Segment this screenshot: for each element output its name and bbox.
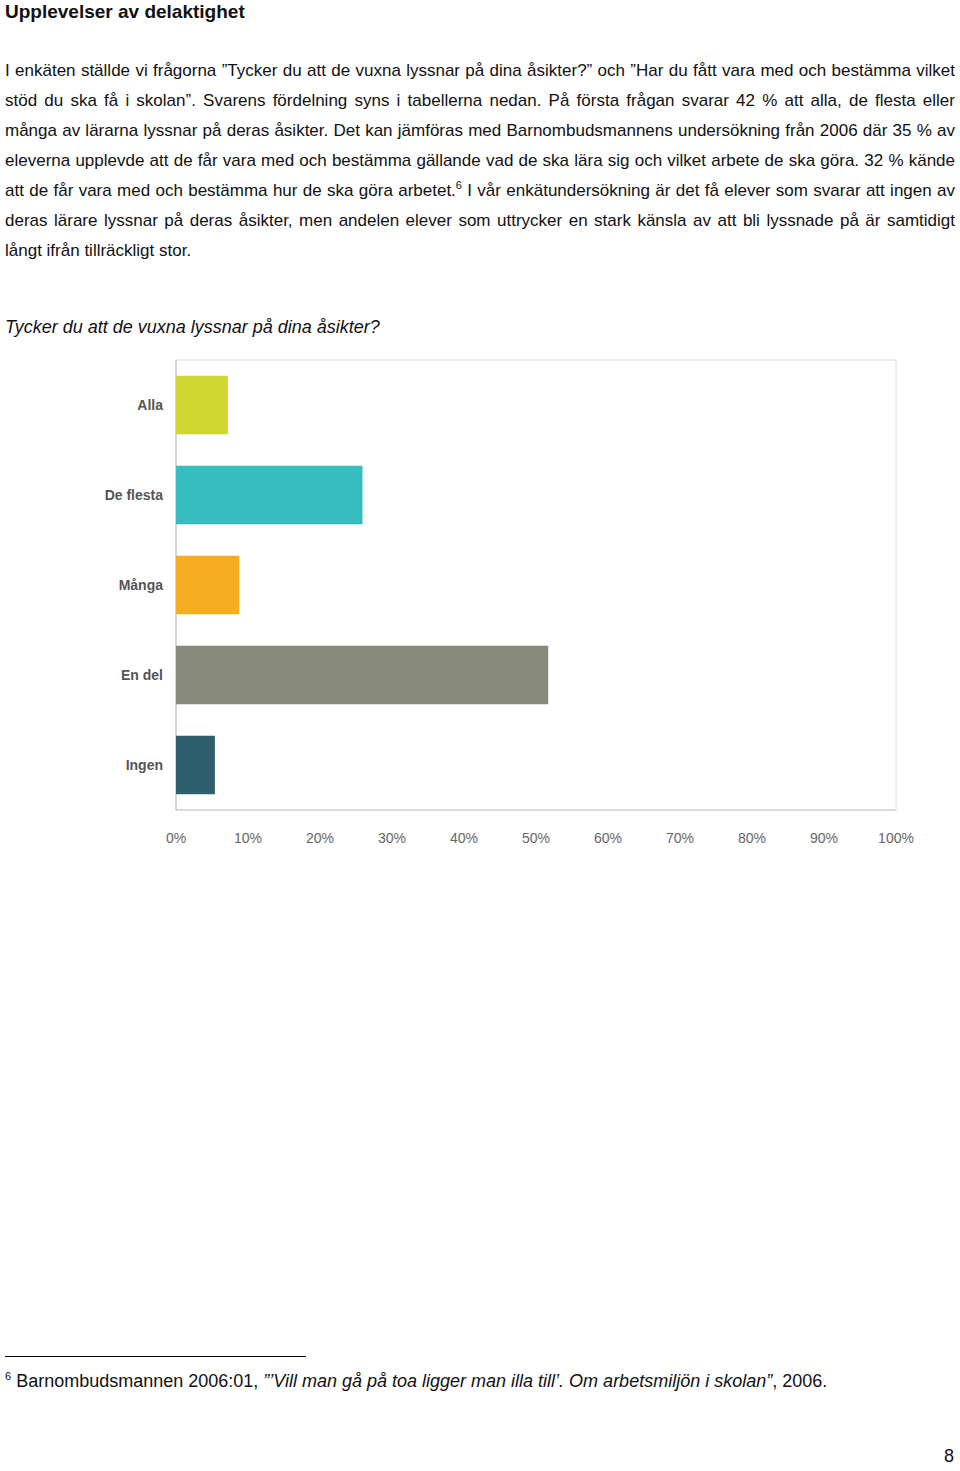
x-axis-line xyxy=(176,810,896,811)
paragraph: I enkäten ställde vi frågorna ”Tycker du… xyxy=(5,56,955,266)
footnote-rule xyxy=(5,1356,306,1357)
chart-title: Tycker du att de vuxna lyssnar på dina å… xyxy=(5,314,380,340)
tick-label: 60% xyxy=(594,830,622,846)
category-label: En del xyxy=(121,667,163,683)
bar xyxy=(176,466,362,525)
footnote-marker: 6 xyxy=(5,1370,11,1382)
tick-label: 20% xyxy=(306,830,334,846)
tick-label: 50% xyxy=(522,830,550,846)
footnote-text: , 2006. xyxy=(772,1371,827,1391)
category-label: De flesta xyxy=(105,487,164,503)
tick-label: 80% xyxy=(738,830,766,846)
footnote-text: Barnombudsmannen 2006:01, xyxy=(11,1371,263,1391)
bars xyxy=(176,376,548,795)
footnote-title: ”’Vill man gå på toa ligger man illa til… xyxy=(263,1371,772,1391)
tick-label: 70% xyxy=(666,830,694,846)
paragraph-text: I enkäten ställde vi frågorna ”Tycker du… xyxy=(5,61,955,200)
page-number: 8 xyxy=(944,1446,954,1467)
bar xyxy=(176,736,215,795)
category-label: Ingen xyxy=(126,757,163,773)
plot-frame xyxy=(176,360,896,810)
tick-label: 40% xyxy=(450,830,478,846)
category-label: Många xyxy=(119,577,164,593)
footnote: 6 Barnombudsmannen 2006:01, ”’Vill man g… xyxy=(5,1366,935,1396)
bar xyxy=(176,376,228,435)
tick-label: 0% xyxy=(166,830,186,846)
chart: Alla De flesta Många En del Ingen 0% 10% 20% 30%… xyxy=(0,0,960,900)
heading: Upplevelser av delaktighet xyxy=(5,0,245,24)
tick-label: 30% xyxy=(378,830,406,846)
tick-label: 10% xyxy=(234,830,262,846)
bar xyxy=(176,646,548,705)
tick-label: 100% xyxy=(878,830,914,846)
category-label: Alla xyxy=(137,397,163,413)
footnote-ref: 6 xyxy=(456,179,462,191)
bar xyxy=(176,556,239,615)
tick-label: 90% xyxy=(810,830,838,846)
